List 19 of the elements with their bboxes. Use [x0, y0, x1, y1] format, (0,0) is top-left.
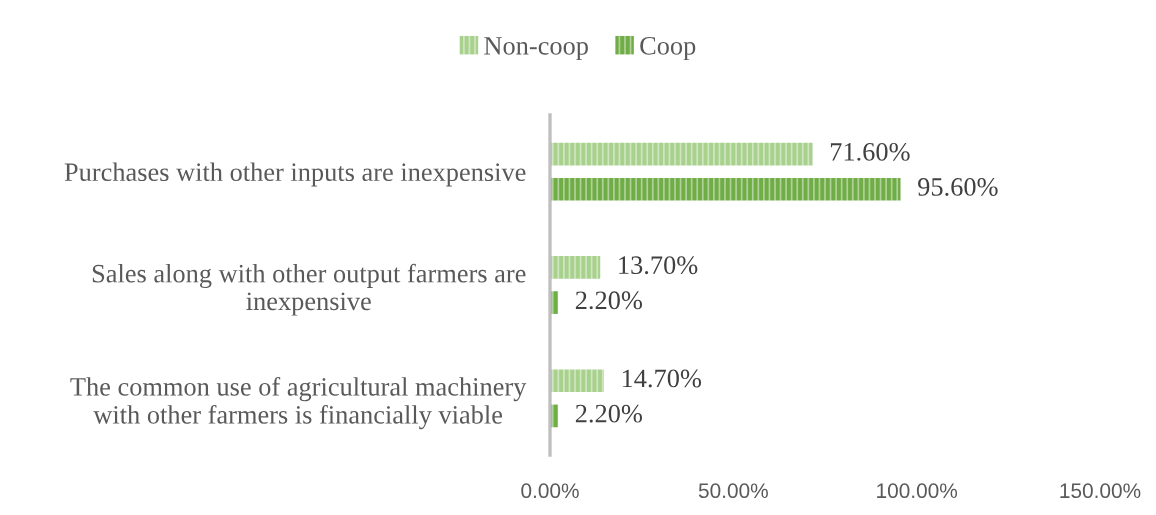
y-tick-label: The common use of agricultural machinery with other farmers is financially viable: [70, 376, 527, 430]
data-label: 13.70%: [619, 256, 698, 275]
x-tick-label: 0.00%: [521, 483, 579, 499]
data-label: 14.70%: [622, 369, 702, 388]
bar: [550, 256, 601, 279]
data-label: 2.20%: [575, 291, 642, 310]
x-tick-label: 100.00%: [877, 483, 958, 499]
data-label: 2.20%: [575, 404, 642, 423]
x-tick-label: 50.00%: [698, 483, 768, 499]
data-label: 71.60%: [830, 142, 910, 161]
bar: [550, 369, 604, 393]
x-tick-label: 150.00%: [1060, 483, 1141, 499]
data-label: 95.60%: [918, 178, 998, 196]
bar: [550, 177, 901, 201]
legend-label: Coop: [640, 36, 696, 61]
bar: [550, 142, 813, 166]
y-tick-label: Sales along with other output farmers are inexpensive: [92, 263, 526, 316]
y-tick-label: Purchases with other inputs are inexpensive: [64, 162, 526, 187]
legend-label: Non-coop: [484, 37, 588, 61]
